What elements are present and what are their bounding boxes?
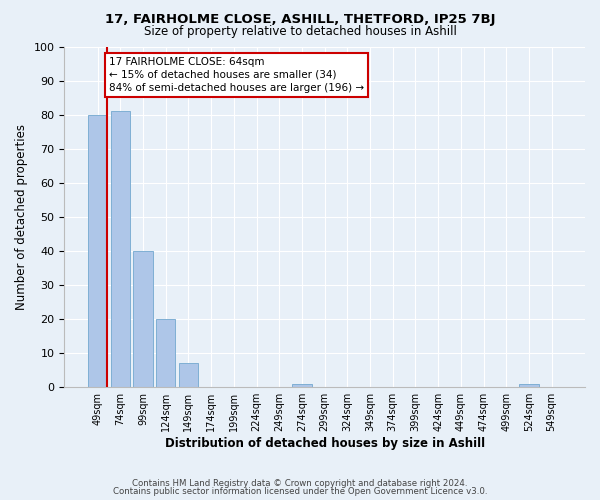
- Bar: [292, 384, 311, 387]
- Bar: [110, 111, 130, 387]
- Bar: [520, 384, 539, 387]
- Text: 17 FAIRHOLME CLOSE: 64sqm
← 15% of detached houses are smaller (34)
84% of semi-: 17 FAIRHOLME CLOSE: 64sqm ← 15% of detac…: [109, 56, 364, 93]
- Text: Size of property relative to detached houses in Ashill: Size of property relative to detached ho…: [143, 25, 457, 38]
- Bar: [156, 319, 175, 387]
- Text: Contains public sector information licensed under the Open Government Licence v3: Contains public sector information licen…: [113, 487, 487, 496]
- Bar: [133, 251, 152, 387]
- Bar: [88, 114, 107, 387]
- Bar: [179, 364, 198, 387]
- Text: 17, FAIRHOLME CLOSE, ASHILL, THETFORD, IP25 7BJ: 17, FAIRHOLME CLOSE, ASHILL, THETFORD, I…: [105, 12, 495, 26]
- Y-axis label: Number of detached properties: Number of detached properties: [15, 124, 28, 310]
- X-axis label: Distribution of detached houses by size in Ashill: Distribution of detached houses by size …: [164, 437, 485, 450]
- Text: Contains HM Land Registry data © Crown copyright and database right 2024.: Contains HM Land Registry data © Crown c…: [132, 478, 468, 488]
